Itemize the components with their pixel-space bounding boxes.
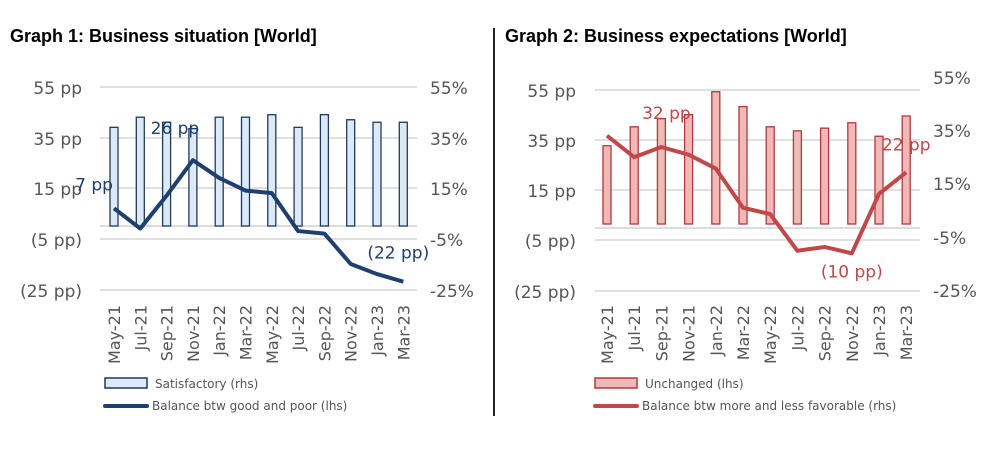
left-axis-tick-label: (5 pp) xyxy=(31,231,82,251)
legend-bar-label: Unchanged (lhs) xyxy=(645,377,744,391)
right-axis-tick-label: -5% xyxy=(430,231,463,251)
right-axis-tick-label: 15% xyxy=(933,175,971,195)
x-axis-tick-label: Mar-22 xyxy=(237,305,256,360)
bar xyxy=(765,126,775,225)
x-axis-tick-label: May-22 xyxy=(263,305,282,364)
divider xyxy=(493,28,495,416)
bar xyxy=(874,135,884,225)
legend-bar-label: Satisfactory (rhs) xyxy=(155,377,258,391)
data-label: (10 pp) xyxy=(821,262,883,282)
right-axis-tick-label: 55% xyxy=(933,69,971,89)
bar xyxy=(346,119,356,227)
left-axis-tick-label: (25 pp) xyxy=(514,283,576,303)
bar xyxy=(629,126,639,225)
legend-bar-swatch xyxy=(104,377,148,389)
right-axis-tick-label: 35% xyxy=(933,122,971,142)
bar xyxy=(109,126,119,227)
graph-2-title: Graph 2: Business expectations [World] xyxy=(505,26,847,46)
x-axis-tick-label: Jul-21 xyxy=(131,305,150,351)
x-axis-tick-label: Sep-22 xyxy=(816,305,835,361)
x-axis-tick-label: Mar-23 xyxy=(897,305,916,360)
data-label: 22 pp xyxy=(882,135,931,155)
bar xyxy=(819,127,830,225)
data-label: 32 pp xyxy=(642,104,691,124)
bar xyxy=(319,114,330,227)
x-axis-tick-label: Jul-22 xyxy=(788,305,807,351)
bar xyxy=(792,130,803,225)
x-axis-tick-label: Jan-23 xyxy=(870,305,889,357)
x-axis-tick-label: May-21 xyxy=(105,305,124,364)
left-axis-tick-label: 15 pp xyxy=(527,182,576,202)
x-axis-tick-label: Jul-21 xyxy=(625,305,644,351)
bar xyxy=(738,105,748,225)
bar xyxy=(161,121,172,227)
bar xyxy=(602,145,612,225)
bar xyxy=(293,126,303,227)
right-axis-tick-label: -5% xyxy=(933,229,966,249)
x-axis-tick-label: Mar-22 xyxy=(734,305,753,360)
x-axis-tick-label: Jan-22 xyxy=(707,305,726,357)
left-axis-tick-label: 35 pp xyxy=(527,132,576,152)
bar xyxy=(901,115,911,225)
bar xyxy=(135,116,145,227)
bar xyxy=(240,116,251,227)
bar xyxy=(847,122,857,225)
legend-line-label: Balance btw good and poor (lhs) xyxy=(152,399,347,413)
bar xyxy=(711,91,721,225)
right-axis-tick-label: 55% xyxy=(430,79,468,99)
x-axis-tick-label: Jul-22 xyxy=(289,305,308,351)
right-axis-tick-label: -25% xyxy=(933,282,977,302)
bar xyxy=(656,118,667,225)
left-axis-tick-label: 55 pp xyxy=(33,79,82,99)
balance-line xyxy=(605,134,908,256)
bar xyxy=(398,121,408,227)
x-axis-tick-label: Nov-22 xyxy=(843,305,862,362)
bar xyxy=(214,116,224,227)
right-axis-tick-label: -25% xyxy=(430,282,474,302)
x-axis-tick-label: Jan-23 xyxy=(368,305,387,357)
data-label: (22 pp) xyxy=(367,244,429,264)
left-axis-tick-label: (25 pp) xyxy=(20,282,82,302)
balance-line xyxy=(112,158,404,284)
x-axis-tick-label: Jan-22 xyxy=(210,305,229,357)
bar xyxy=(372,121,382,227)
left-axis-tick-label: 55 pp xyxy=(527,82,576,102)
x-axis-tick-label: May-22 xyxy=(761,305,780,364)
x-axis-tick-label: Sep-22 xyxy=(315,305,334,361)
graph-1-title: Graph 1: Business situation [World] xyxy=(10,26,317,46)
x-axis-tick-label: Sep-21 xyxy=(158,305,177,361)
left-axis-tick-label: 35 pp xyxy=(33,130,82,150)
x-axis-tick-label: Nov-21 xyxy=(184,305,203,362)
legend-bar-swatch xyxy=(594,377,638,389)
right-axis-tick-label: 15% xyxy=(430,180,468,200)
data-label: 26 pp xyxy=(151,119,200,139)
left-axis-tick-label: 15 pp xyxy=(33,180,82,200)
x-axis-tick-label: Nov-21 xyxy=(680,305,699,362)
x-axis-tick-label: Sep-21 xyxy=(652,305,671,361)
bar xyxy=(683,114,694,225)
data-label: 7 pp xyxy=(75,175,113,195)
bar xyxy=(188,127,198,227)
legend-line-label: Balance btw more and less favorable (rhs… xyxy=(642,399,896,413)
x-axis-tick-label: Mar-23 xyxy=(394,305,413,360)
bar xyxy=(267,114,277,227)
right-axis-tick-label: 35% xyxy=(430,130,468,150)
left-axis-tick-label: (5 pp) xyxy=(525,232,576,252)
x-axis-tick-label: Nov-22 xyxy=(342,305,361,362)
x-axis-tick-label: May-21 xyxy=(598,305,617,364)
